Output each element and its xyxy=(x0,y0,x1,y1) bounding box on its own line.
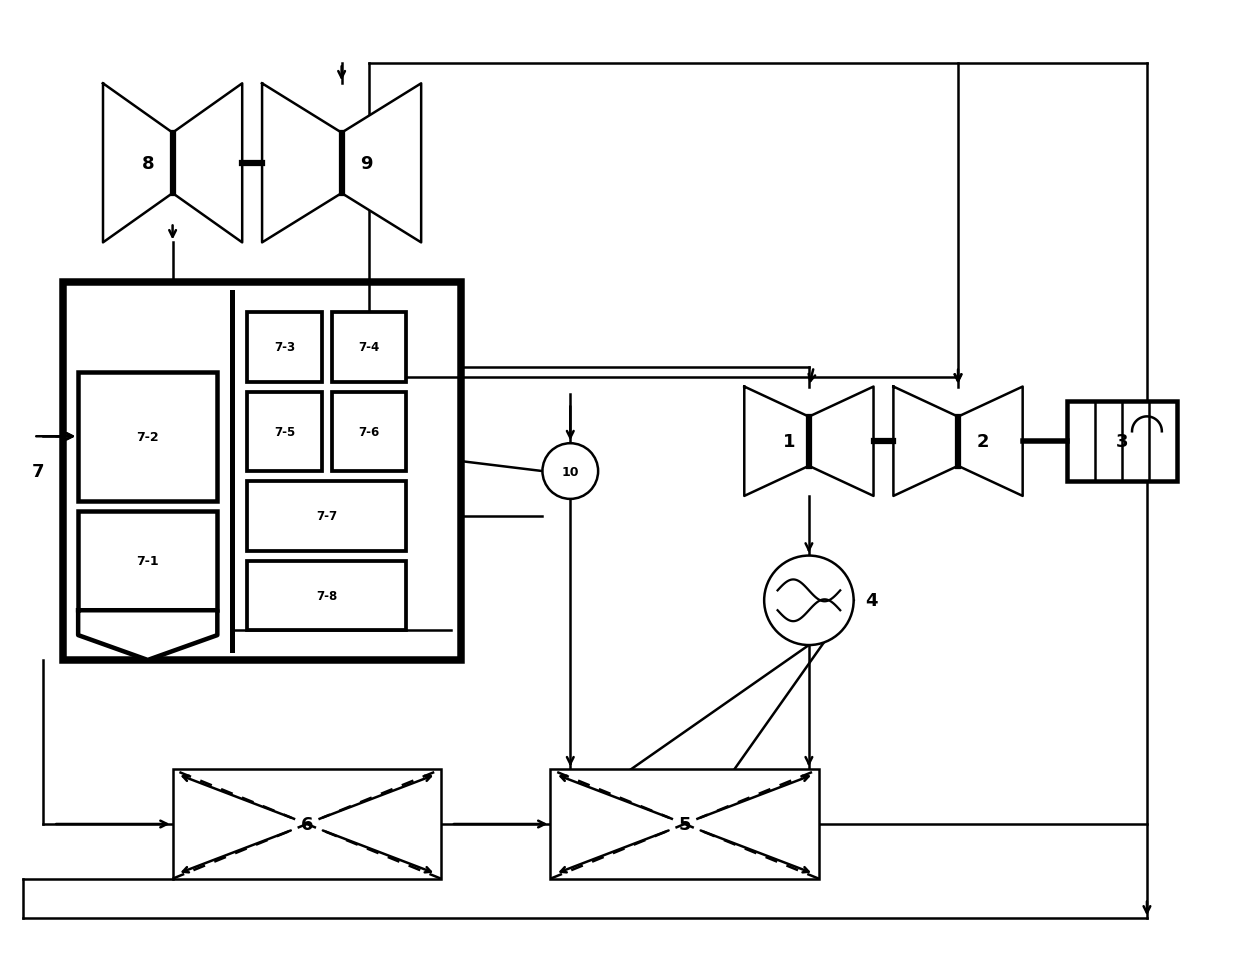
Text: 3: 3 xyxy=(1116,432,1128,451)
Text: 4: 4 xyxy=(866,592,878,609)
Polygon shape xyxy=(262,85,341,243)
Polygon shape xyxy=(341,85,422,243)
Polygon shape xyxy=(893,387,959,497)
Text: 10: 10 xyxy=(562,465,579,478)
Bar xyxy=(247,481,407,551)
Bar xyxy=(331,312,407,382)
Text: 1: 1 xyxy=(782,432,795,451)
Bar xyxy=(331,392,407,472)
Polygon shape xyxy=(808,387,873,497)
Polygon shape xyxy=(103,85,172,243)
Text: 6: 6 xyxy=(300,815,312,833)
Bar xyxy=(247,312,321,382)
Text: 7-1: 7-1 xyxy=(136,554,159,567)
Text: 7-8: 7-8 xyxy=(316,589,337,603)
Bar xyxy=(247,392,321,472)
Polygon shape xyxy=(744,387,808,497)
Text: 7-4: 7-4 xyxy=(358,341,379,354)
Bar xyxy=(551,770,818,878)
Text: 8: 8 xyxy=(141,155,154,173)
Bar xyxy=(1068,402,1177,481)
Circle shape xyxy=(542,444,598,500)
Text: 7-7: 7-7 xyxy=(316,509,337,523)
Bar xyxy=(172,770,441,878)
Circle shape xyxy=(764,556,853,646)
Text: 7: 7 xyxy=(32,462,45,480)
Polygon shape xyxy=(172,85,242,243)
Text: 7-6: 7-6 xyxy=(358,426,379,438)
Bar xyxy=(78,511,217,610)
Text: 7-3: 7-3 xyxy=(274,341,295,354)
Bar xyxy=(63,283,461,660)
Text: 7-2: 7-2 xyxy=(136,431,159,443)
Bar xyxy=(247,561,407,630)
Text: 5: 5 xyxy=(678,815,691,833)
Text: 7-5: 7-5 xyxy=(274,426,295,438)
Polygon shape xyxy=(959,387,1023,497)
Bar xyxy=(78,372,217,502)
Text: 2: 2 xyxy=(977,432,990,451)
Text: 9: 9 xyxy=(361,155,373,173)
Polygon shape xyxy=(78,610,217,660)
